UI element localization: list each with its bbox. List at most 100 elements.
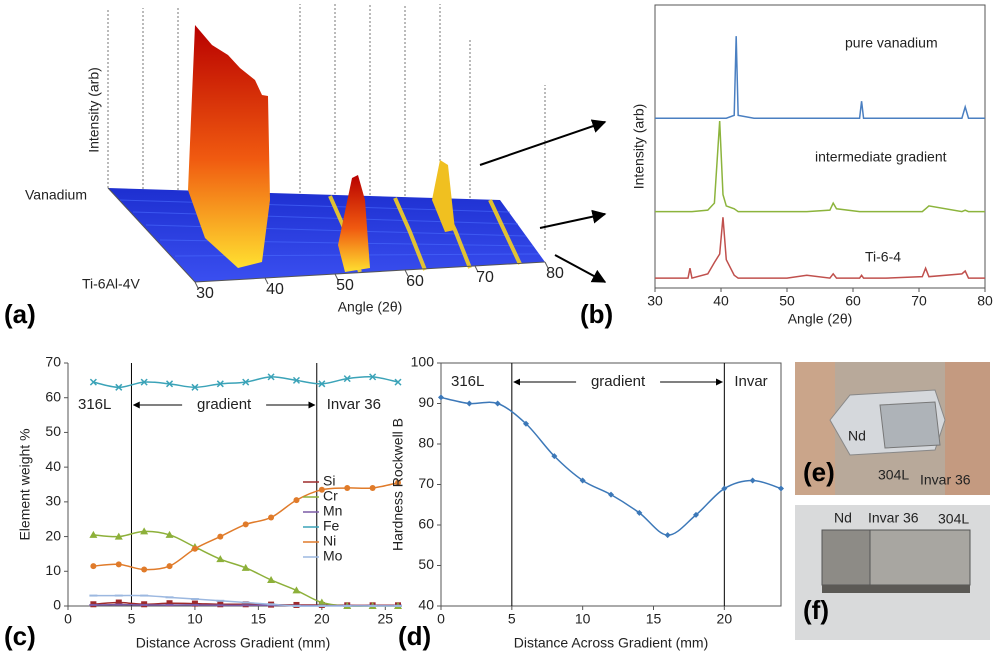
y-tick-label: 100 — [411, 354, 435, 370]
x-tick-label: 10 — [575, 611, 591, 627]
annotation: gradient — [591, 373, 646, 390]
marker — [579, 477, 586, 484]
marker — [216, 555, 225, 563]
y-tick-label: 40 — [45, 458, 61, 474]
x-tick-label: 40 — [713, 293, 729, 309]
tick-mark — [334, 273, 339, 281]
y-tick-label: 70 — [418, 475, 434, 491]
tick-mark — [194, 281, 199, 289]
x-tick-label: 70 — [476, 269, 494, 286]
photo-label: Nd — [834, 510, 852, 526]
marker — [89, 530, 98, 538]
row-label: Vanadium — [25, 187, 87, 203]
x-tick-label: 25 — [378, 611, 394, 627]
legend-label: Si — [323, 473, 335, 489]
photo-label: 304L — [878, 467, 909, 483]
marker — [191, 383, 199, 391]
x-tick-label: 20 — [717, 611, 733, 627]
marker — [318, 486, 325, 493]
legend-label: Fe — [323, 518, 340, 534]
plot-frame — [440, 362, 782, 607]
x-tick-label: 50 — [779, 293, 795, 309]
panel-label: (d) — [398, 621, 431, 651]
series-line — [655, 217, 985, 280]
panel-label: (b) — [580, 299, 613, 329]
marker — [523, 420, 529, 427]
marker — [140, 378, 148, 386]
photo-label: Nd — [848, 428, 866, 444]
row-label: Ti-6Al-4V — [82, 276, 140, 292]
tick-mark — [474, 265, 479, 273]
y-tick-label: 60 — [45, 388, 61, 404]
marker — [608, 491, 614, 498]
y-tick-label: 0 — [53, 597, 61, 613]
marker — [115, 561, 122, 568]
y-tick-label: 50 — [45, 423, 61, 439]
marker — [242, 601, 249, 608]
marker — [343, 375, 351, 383]
marker — [268, 514, 275, 521]
x-tick-label: 15 — [251, 611, 267, 627]
photo-f: Nd Invar 36 304L (f) — [795, 505, 990, 640]
marker — [242, 521, 249, 528]
marker — [466, 400, 473, 407]
arrows — [479, 119, 607, 283]
tick-mark — [544, 261, 549, 269]
y-tick-label: 70 — [45, 354, 61, 370]
x-tick-label: 80 — [546, 265, 564, 282]
marker — [90, 563, 97, 570]
panel-label: (f) — [803, 595, 829, 625]
marker — [721, 485, 728, 492]
series-label: Ti-6-4 — [865, 249, 901, 265]
marker — [141, 566, 148, 573]
series-line — [655, 36, 985, 119]
marker — [778, 485, 784, 492]
legend-label: Mn — [323, 503, 342, 519]
marker — [494, 400, 501, 407]
y-tick-label: 80 — [418, 435, 434, 451]
marker — [140, 527, 149, 535]
marker — [216, 380, 224, 388]
marker — [344, 484, 351, 491]
marker — [115, 383, 123, 391]
photo-label: 304L — [938, 511, 969, 527]
annotation-bg — [182, 396, 267, 414]
marker — [551, 453, 558, 460]
annotation: Invar — [734, 373, 767, 390]
marker — [293, 497, 300, 504]
photo-label: Invar 36 — [920, 472, 971, 488]
marker — [242, 378, 250, 386]
y-tick-label: 30 — [45, 493, 61, 509]
x-tick-label: 10 — [187, 611, 203, 627]
series-label: pure vanadium — [845, 35, 938, 51]
marker — [318, 380, 326, 388]
waterfall-decor — [107, 4, 546, 283]
marker — [166, 563, 173, 570]
tick-mark — [404, 269, 409, 277]
photo-e: Nd 304L Invar 36 (e) — [795, 362, 990, 495]
y-tick-label: 90 — [418, 394, 434, 410]
series-line — [440, 396, 782, 536]
y-axis-title: Element weight % — [17, 428, 33, 540]
marker — [241, 563, 250, 571]
marker — [217, 533, 224, 540]
series-label: intermediate gradient — [815, 149, 947, 165]
marker — [191, 545, 198, 552]
x-tick-label: 70 — [911, 293, 927, 309]
x-tick-label: 40 — [266, 281, 284, 298]
y-axis-title: Intensity (arb) — [86, 67, 102, 153]
x-tick-label: 60 — [845, 293, 861, 309]
legend-label: Ni — [323, 533, 336, 549]
marker — [292, 586, 301, 594]
panel-label: (e) — [803, 457, 835, 487]
x-tick-label: 0 — [64, 611, 72, 627]
tick-mark — [264, 277, 269, 285]
annotation: 316L — [451, 373, 484, 390]
marker — [317, 598, 326, 606]
x-tick-label: 30 — [647, 293, 663, 309]
marker — [369, 373, 377, 381]
marker — [749, 477, 756, 484]
marker — [165, 530, 174, 538]
legend-label: Mo — [323, 548, 343, 564]
